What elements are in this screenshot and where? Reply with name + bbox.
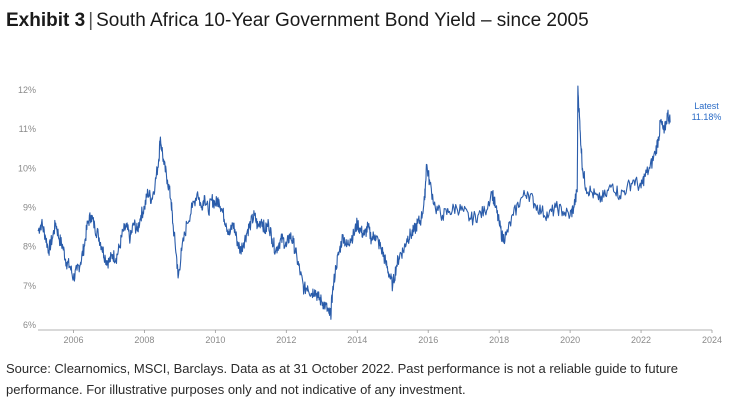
y-tick-label: 10%: [18, 163, 36, 173]
y-tick-label: 8%: [23, 242, 36, 252]
x-tick-label: 2006: [63, 335, 83, 345]
x-tick-label: 2018: [489, 335, 509, 345]
x-tick-label: 2010: [205, 335, 225, 345]
source-footnote: Source: Clearnomics, MSCI, Barclays. Dat…: [6, 361, 678, 397]
x-tick-label: 2014: [347, 335, 367, 345]
latest-annotation-value: 11.18%: [692, 112, 722, 122]
chart-title: Exhibit 3 | South Africa 10-Year Governmen…: [6, 10, 589, 32]
title-separator: |: [88, 10, 94, 31]
y-tick-label: 9%: [23, 203, 36, 213]
latest-annotation-label: Latest: [694, 101, 719, 111]
yield-series-line: [37, 85, 671, 320]
x-tick-label: 2022: [631, 335, 651, 345]
x-tick-label: 2016: [418, 335, 438, 345]
y-tick-label: 12%: [18, 85, 36, 95]
x-tick-label: 2024: [702, 335, 722, 345]
chart-title-text: South Africa 10-Year Government Bond Yie…: [96, 10, 589, 31]
y-tick-label: 7%: [23, 281, 36, 291]
x-tick-label: 2012: [276, 335, 296, 345]
exhibit-label: Exhibit 3: [6, 10, 86, 31]
y-tick-label: 11%: [19, 124, 36, 134]
x-tick-label: 2008: [134, 335, 154, 345]
x-tick-label: 2020: [560, 335, 580, 345]
y-tick-label: 6%: [23, 320, 36, 330]
yield-line-chart: 6% 7% 8% 9% 10% 11% 12% 2006 2008 2010 2012 2014 20…: [18, 85, 722, 345]
